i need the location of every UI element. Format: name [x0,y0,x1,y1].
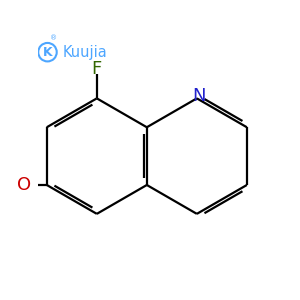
Text: N: N [192,87,206,105]
Text: O: O [16,176,31,194]
Text: ®: ® [50,35,57,41]
Text: F: F [92,60,102,78]
Text: K: K [43,46,52,59]
Text: Kuujia: Kuujia [62,45,107,60]
